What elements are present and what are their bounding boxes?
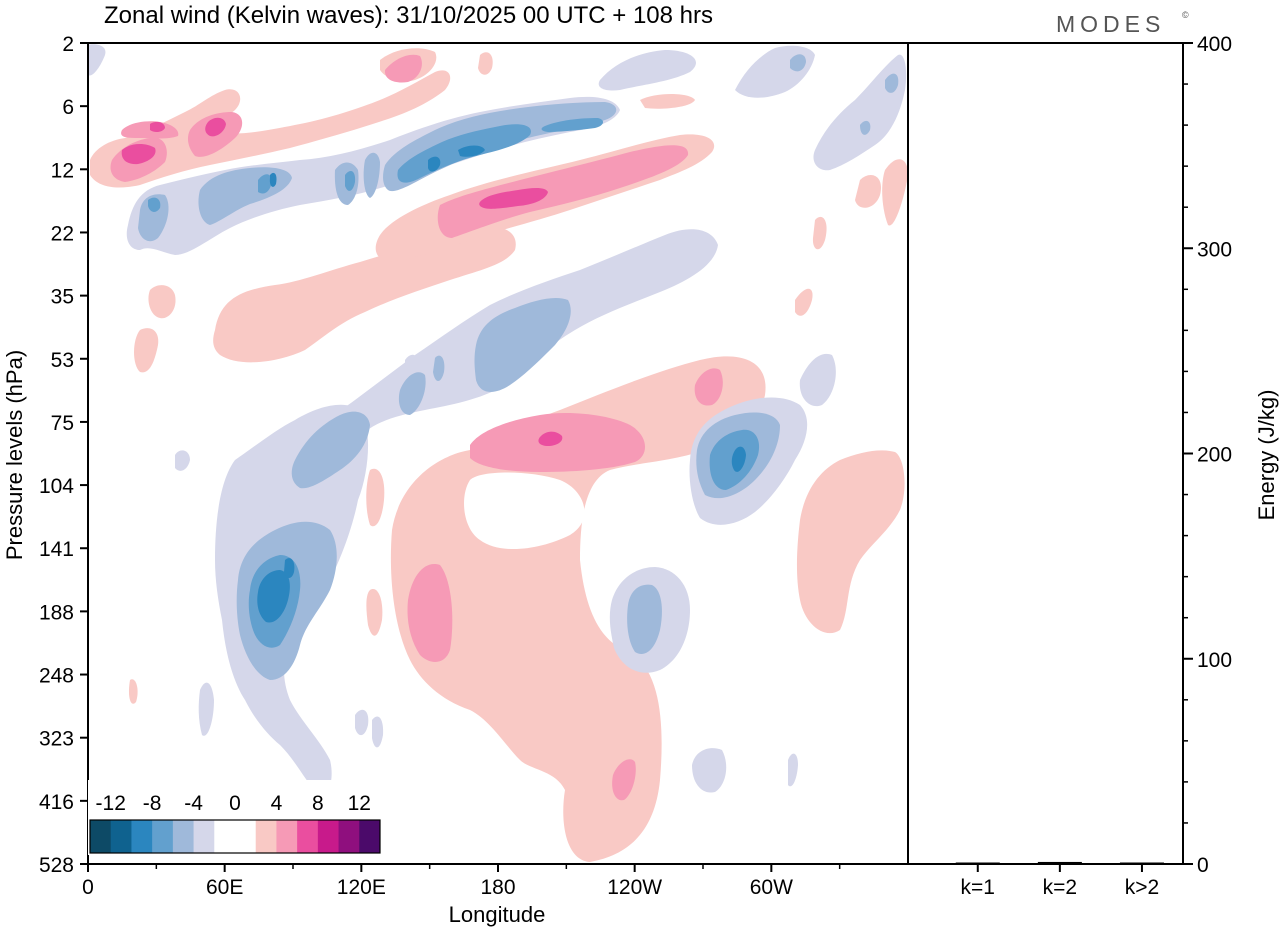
x-tick-label: 180 — [480, 876, 515, 899]
y-tick-label: 104 — [39, 475, 74, 498]
energy-category-label: k=1 — [961, 876, 995, 899]
y-axis-energy: 0 100 200 300 400 — [1183, 33, 1232, 877]
y-tick-label: 12 — [51, 159, 74, 182]
colorbar-swatch — [255, 820, 277, 853]
y-axis-label: Pressure levels (hPa) — [2, 350, 27, 560]
y-tick-label: 6 — [62, 96, 74, 119]
energy-bar-k>2 — [1119, 862, 1164, 864]
colorbar-label: -8 — [143, 792, 162, 815]
energy-category-label: k=2 — [1043, 876, 1077, 899]
energy-bar-k=2 — [1037, 861, 1082, 864]
colorbar-label: -4 — [184, 792, 203, 815]
y-axis-pressure: 2 6 12 22 35 53 75 104 141 188 248 323 416 528 — [39, 33, 88, 877]
colorbar-swatch — [338, 820, 360, 853]
brand-logo: MODES — [1056, 11, 1165, 37]
colorbar-label: 0 — [229, 792, 241, 815]
y-tick-label: 75 — [51, 412, 74, 435]
energy-tick-label: 200 — [1197, 444, 1232, 467]
colorbar-label: 8 — [312, 792, 324, 815]
colorbar-swatch — [193, 820, 215, 853]
colorbar-swatch — [317, 820, 340, 853]
energy-category-label: k>2 — [1125, 876, 1159, 899]
x-tick-label: 120W — [607, 876, 662, 899]
x-axis-longitude: 0 60E 120E 180 120W 60W — [82, 864, 841, 899]
y-tick-label: 416 — [39, 791, 74, 814]
energy-panel-frame — [907, 42, 1184, 865]
y-tick-label: 528 — [39, 854, 74, 877]
colorbar-swatch — [359, 820, 381, 853]
x-tick-label: 120E — [337, 876, 386, 899]
colorbar-label: -12 — [96, 792, 126, 815]
colorbar-swatch — [235, 820, 257, 853]
y-tick-label: 188 — [39, 601, 74, 624]
y-tick-label: 248 — [39, 665, 74, 688]
colorbar-swatch — [90, 820, 112, 853]
heatmap-area — [88, 43, 908, 864]
y-tick-label: 53 — [51, 349, 74, 372]
energy-bars: k=1 k=2 k>2 — [955, 861, 1164, 899]
energy-tick-label: 100 — [1197, 649, 1232, 672]
colorbar-swatch — [214, 820, 236, 853]
brand-mark: © — [1182, 10, 1189, 20]
energy-tick-label: 300 — [1197, 238, 1232, 261]
x-axis-label: Longitude — [449, 902, 546, 927]
x-tick-label: 60W — [750, 876, 793, 899]
colorbar-swatch — [110, 820, 132, 853]
negative-contour-level-4 — [257, 145, 746, 623]
x-tick-label: 0 — [82, 876, 94, 899]
energy-bar-k=1 — [955, 862, 1000, 864]
y-tick-label: 35 — [51, 286, 74, 309]
colorbar-swatch — [276, 820, 298, 853]
y-tick-label: 2 — [62, 33, 74, 56]
colorbar-swatch — [297, 820, 319, 853]
colorbar-swatch — [152, 820, 174, 853]
colorbar-swatch — [131, 820, 153, 853]
x-tick-label: 60E — [206, 876, 243, 899]
energy-axis-label: Energy (J/kg) — [1254, 390, 1279, 521]
chart-title: Zonal wind (Kelvin waves): 31/10/2025 00… — [104, 2, 713, 29]
colorbar: -12 -8 -4 0 4 8 12 — [88, 780, 382, 855]
y-tick-label: 323 — [39, 728, 74, 751]
energy-tick-label: 400 — [1197, 33, 1232, 56]
colorbar-label: 12 — [348, 792, 371, 815]
energy-tick-label: 0 — [1197, 854, 1209, 877]
colorbar-frame — [89, 819, 381, 854]
colorbar-swatch — [172, 820, 195, 853]
positive-contour-level-3 — [121, 117, 563, 446]
y-tick-label: 22 — [51, 222, 74, 245]
y-tick-label: 141 — [39, 538, 74, 561]
colorbar-label: 4 — [271, 792, 283, 815]
